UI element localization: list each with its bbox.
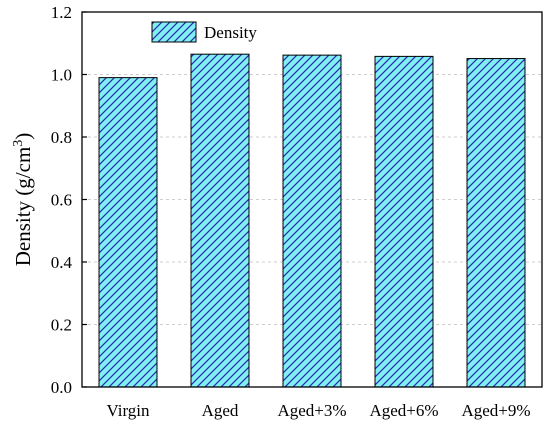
y-tick-label: 0.0 <box>51 378 72 397</box>
x-tick-label: Aged <box>202 401 239 420</box>
y-tick-label: 1.2 <box>51 3 72 22</box>
bar-aged-3- <box>282 54 342 388</box>
x-tick-label: Virgin <box>106 401 150 420</box>
y-tick-label: 0.4 <box>51 253 73 272</box>
bars <box>98 53 526 388</box>
x-tick-label: Aged+9% <box>461 401 530 420</box>
bar-aged-6- <box>374 55 434 388</box>
bar-aged-9- <box>466 58 526 388</box>
y-axis-ticks: 0.0 0.2 0.4 0.6 0.8 1.0 1.2 <box>51 3 87 397</box>
legend-label-density: Density <box>204 23 257 42</box>
x-tick-label: Aged+6% <box>369 401 438 420</box>
x-tick-label: Aged+3% <box>277 401 346 420</box>
legend-swatch <box>151 21 197 43</box>
y-tick-label: 0.8 <box>51 128 72 147</box>
x-axis-labels: Virgin Aged Aged+3% Aged+6% Aged+9% <box>106 401 530 420</box>
y-axis-title: Density (g/cm3) <box>11 133 35 267</box>
bar-aged <box>190 53 250 388</box>
bar-virgin <box>98 77 158 388</box>
y-tick-label: 0.2 <box>51 316 72 335</box>
legend: Density <box>151 21 257 43</box>
y-tick-label: 1.0 <box>51 66 72 85</box>
y-tick-label: 0.6 <box>51 191 72 210</box>
